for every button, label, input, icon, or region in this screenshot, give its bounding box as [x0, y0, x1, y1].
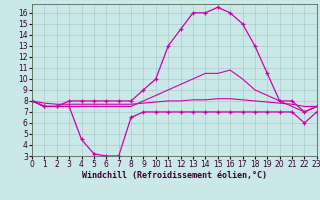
X-axis label: Windchill (Refroidissement éolien,°C): Windchill (Refroidissement éolien,°C)	[82, 171, 267, 180]
